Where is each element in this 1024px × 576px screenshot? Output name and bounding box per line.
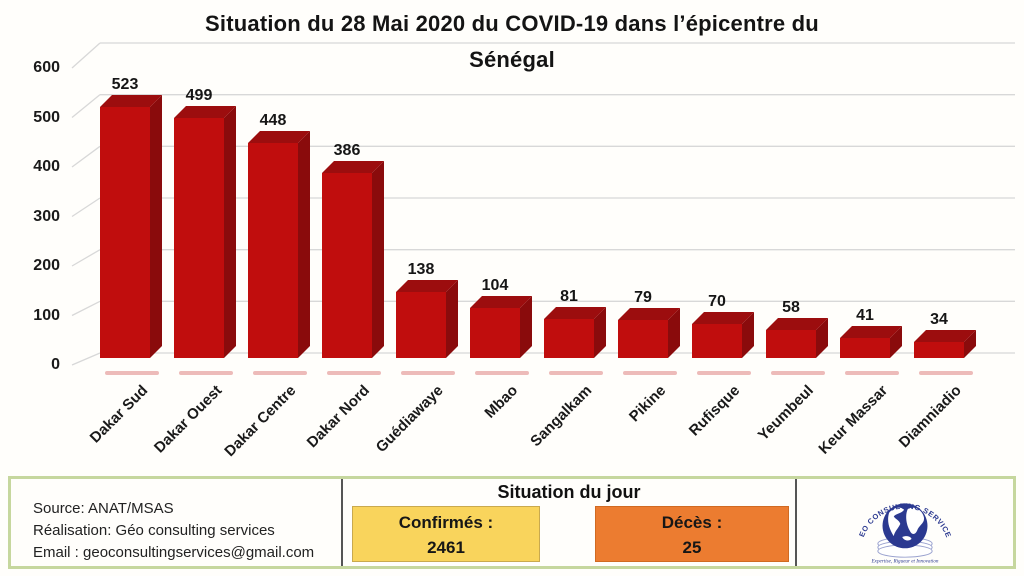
bar-Dakar Nord (322, 173, 372, 358)
chart-title: Situation du 28 Mai 2020 du COVID-19 dan… (0, 6, 1024, 78)
bar-value-label: 448 (259, 112, 287, 129)
bar-Diamniadio (914, 342, 964, 358)
bar-value-label: 386 (333, 142, 361, 159)
bar-value-label: 138 (407, 261, 435, 278)
bar-side-Dakar Sud (150, 95, 162, 358)
bar-Dakar Centre (248, 143, 298, 358)
deaths-value: 25 (682, 538, 702, 557)
chart-title-line2: Sénégal (469, 47, 555, 72)
email-line: Email : geoconsultingservices@gmail.com (33, 544, 315, 561)
situation-cell: Situation du jour Confirmés : 2461 Décès… (341, 479, 797, 566)
bar-reflection (771, 371, 825, 375)
bar-reflection (549, 371, 603, 375)
chart-title-line1: Situation du 28 Mai 2020 du COVID-19 dan… (205, 11, 819, 36)
bar-reflection (475, 371, 529, 375)
bar-value-label: 58 (782, 299, 800, 316)
y-axis-tick-600: 600 (33, 59, 60, 76)
deaths-box: Décès : 25 (595, 506, 789, 562)
bar-value-label: 79 (634, 289, 652, 306)
bar-Mbao (470, 308, 520, 358)
bar-value-label: 34 (930, 311, 948, 328)
bar-Pikine (618, 320, 668, 358)
deaths-label: Décès : (661, 513, 723, 532)
bar-reflection (697, 371, 751, 375)
bar-reflection (401, 371, 455, 375)
bar-reflection (105, 371, 159, 375)
bar-Dakar Ouest (174, 118, 224, 358)
bar-value-label: 70 (708, 293, 726, 310)
bar-Yeumbeul (766, 330, 816, 358)
bar-Rufisque (692, 324, 742, 358)
y-axis-tick-500: 500 (33, 108, 60, 126)
bar-Sangalkam (544, 319, 594, 358)
y-axis-tick-100: 100 (33, 306, 60, 324)
bar-side-Dakar Ouest (224, 106, 236, 358)
bar-reflection (623, 371, 677, 375)
globe-icon (882, 502, 928, 548)
bar-Keur Massar (840, 338, 890, 358)
logo-cell: GEO CONSULTING SERVICES Expertise, Rigue… (797, 479, 1013, 566)
confirmed-label: Confirmés : (398, 513, 494, 532)
bar-reflection (253, 371, 307, 375)
bar-reflection (179, 371, 233, 375)
bar-reflection (327, 371, 381, 375)
y-axis-tick-0: 0 (51, 356, 60, 373)
footer-table: Source: ANAT/MSAS Réalisation: Géo consu… (8, 476, 1016, 569)
bar-Dakar Sud (100, 107, 150, 358)
realisation-line: Réalisation: Géo consulting services (33, 522, 275, 539)
bar-value-label: 499 (185, 87, 213, 104)
bar-Guédiawaye (396, 292, 446, 358)
y-axis-tick-200: 200 (33, 257, 60, 274)
bar-value-label: 81 (560, 288, 578, 305)
confirmed-box: Confirmés : 2461 (352, 506, 540, 562)
bar-reflection (919, 371, 973, 375)
y-axis-tick-300: 300 (33, 207, 60, 225)
bar-value-label: 104 (481, 277, 509, 294)
bar-side-Dakar Centre (298, 131, 310, 358)
bar-reflection (845, 371, 899, 375)
y-axis-tick-400: 400 (33, 158, 60, 175)
situation-header: Situation du jour (497, 482, 641, 502)
confirmed-value: 2461 (427, 538, 465, 557)
logo-tagline: Expertise, Rigueur et Innovation (871, 558, 939, 564)
credits-cell: Source: ANAT/MSAS Réalisation: Géo consu… (11, 479, 341, 566)
source-line: Source: ANAT/MSAS (33, 500, 174, 517)
bar-value-label: 523 (111, 76, 139, 93)
bar-value-label: 41 (856, 307, 874, 324)
bar-side-Dakar Nord (372, 161, 384, 358)
geo-consulting-logo: GEO CONSULTING SERVICES Expertise, Rigue… (857, 501, 953, 564)
